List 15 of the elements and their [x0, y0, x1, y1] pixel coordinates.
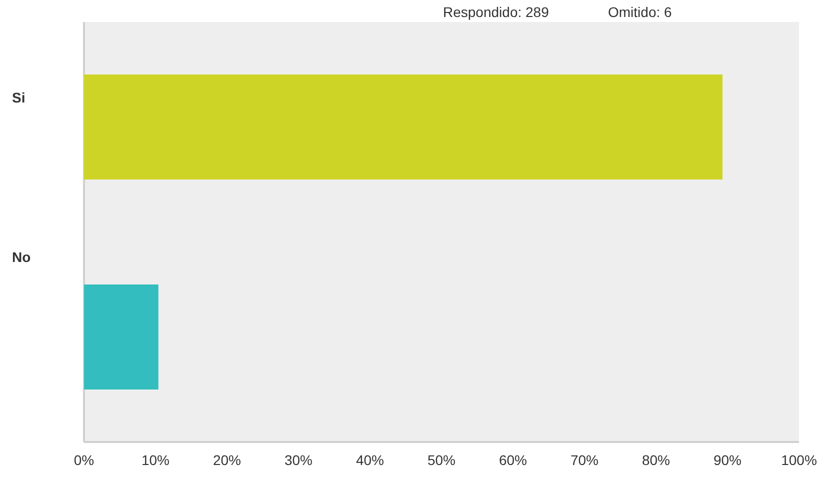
x-tick-label: 40%	[356, 452, 384, 468]
x-tick-label: 10%	[141, 452, 170, 468]
x-tick-label: 100%	[781, 452, 817, 468]
x-tick-label: 0%	[74, 452, 94, 468]
x-tick-label: 20%	[212, 452, 242, 468]
x-tick-label: 60%	[498, 452, 528, 468]
text: Omitido: 6	[608, 4, 672, 20]
text: Respondido: 289	[443, 4, 550, 20]
y-tick-label: No	[12, 249, 31, 266]
y-tick-label: Si	[12, 90, 26, 106]
x-tick-label: 30%	[284, 452, 313, 468]
x-tick-label: 80%	[642, 452, 670, 468]
x-tick-label: 70%	[570, 452, 599, 468]
x-tick-label: 90%	[713, 452, 742, 468]
x-tick-label: 50%	[427, 452, 456, 468]
